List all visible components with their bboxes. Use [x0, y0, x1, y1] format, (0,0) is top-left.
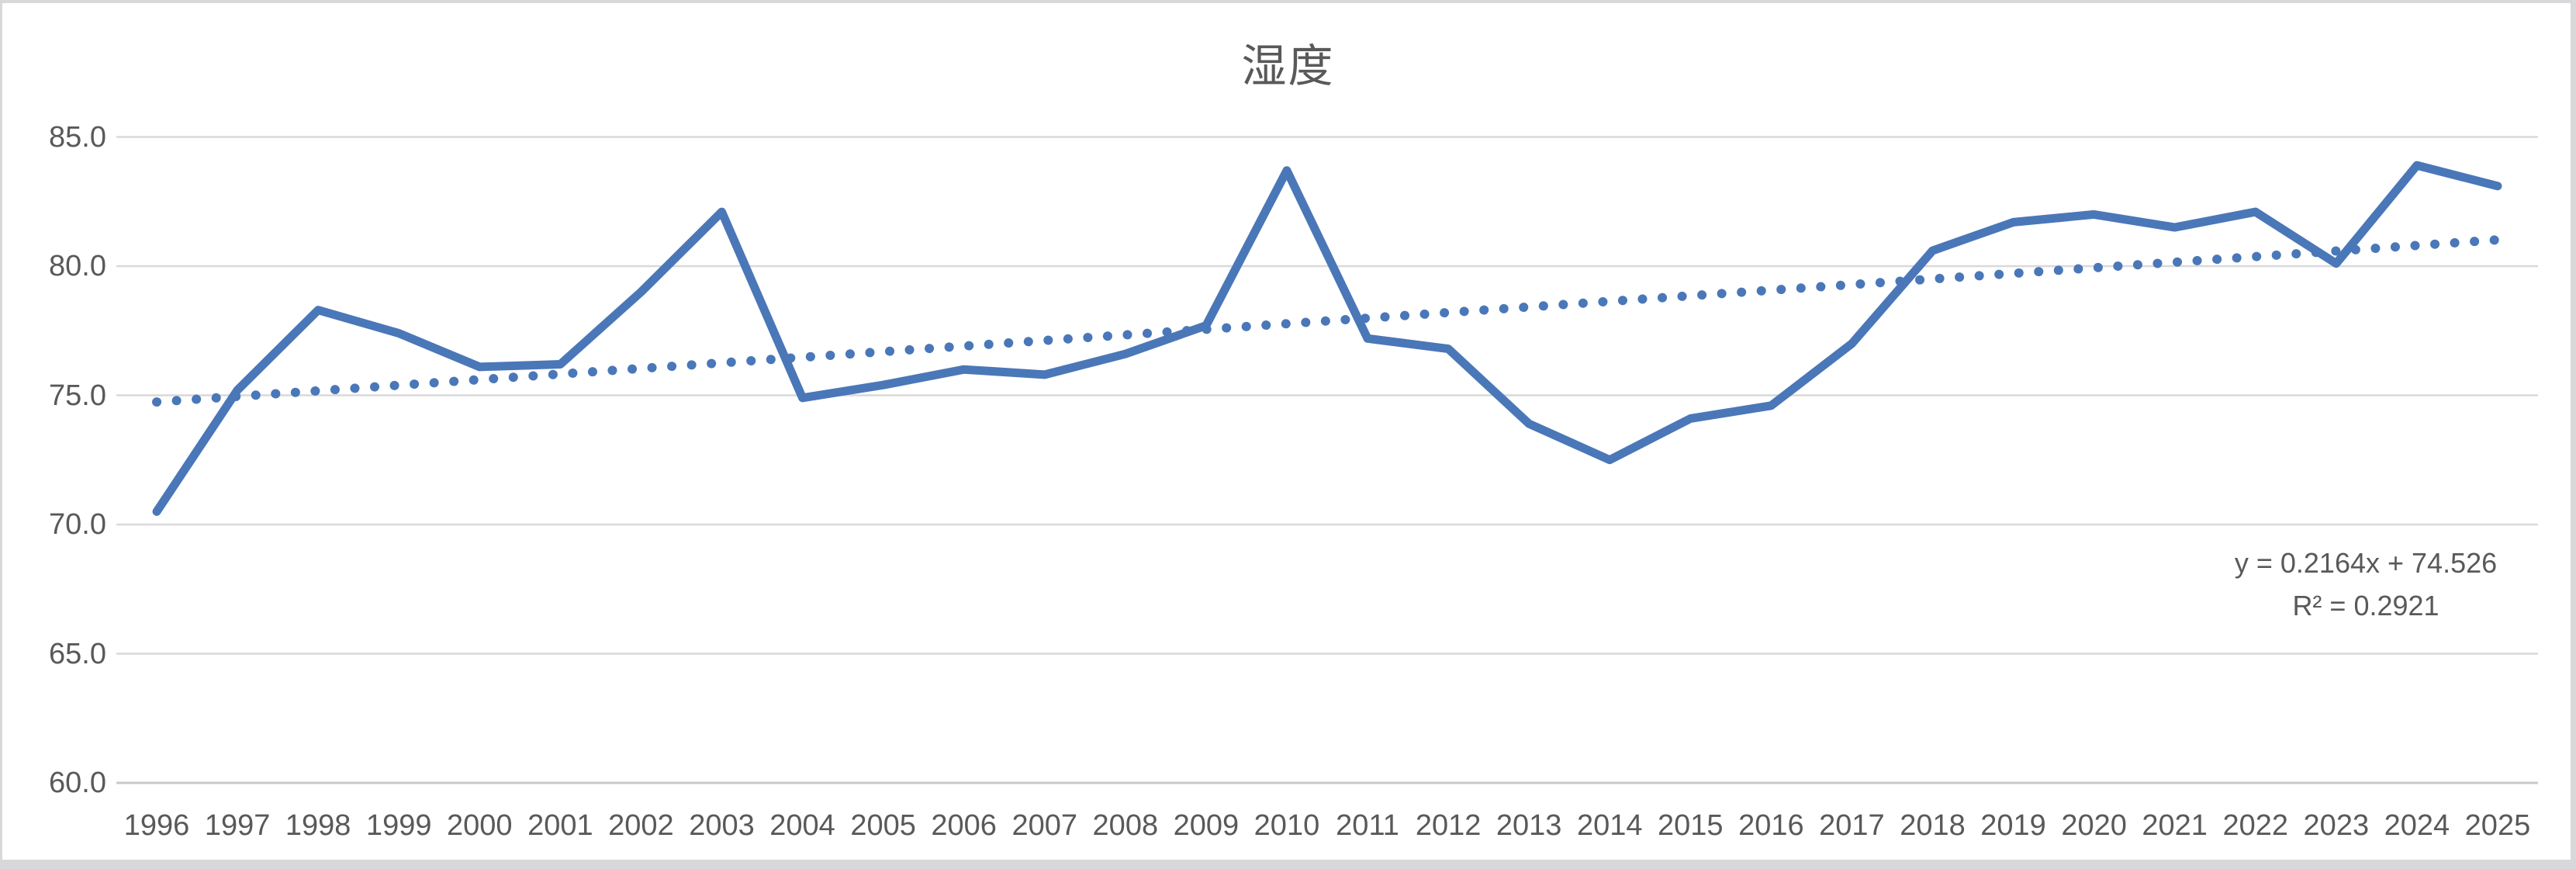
- y-axis-label: 80.0: [49, 250, 106, 282]
- x-axis-label: 2016: [1738, 809, 1804, 842]
- x-axis-label: 2012: [1415, 809, 1482, 842]
- x-axis-label: 2014: [1576, 809, 1643, 842]
- x-axis-label: 1997: [204, 809, 271, 842]
- x-axis-label: 2025: [2464, 809, 2531, 842]
- x-axis-label: 2019: [1980, 809, 2046, 842]
- x-axis-label: 2013: [1495, 809, 1562, 842]
- x-axis-label: 2003: [689, 809, 755, 842]
- x-axis-label: 2017: [1819, 809, 1885, 842]
- x-axis-label: 1998: [285, 809, 351, 842]
- y-axis-label: 75.0: [49, 379, 106, 412]
- y-axis-label: 85.0: [49, 120, 106, 154]
- x-axis-label: 1999: [365, 809, 432, 842]
- x-axis-label: 2000: [447, 809, 513, 842]
- x-axis-label: 2011: [1336, 809, 1399, 842]
- x-axis-label: 2024: [2384, 809, 2450, 842]
- x-axis-label: 2008: [1092, 809, 1159, 842]
- x-axis-label: 2023: [2303, 809, 2370, 842]
- trendline-equation: y = 0.2164x + 74.526 R² = 0.2921: [2218, 542, 2513, 627]
- y-axis-label: 70.0: [49, 508, 106, 541]
- x-axis-label: 2021: [2142, 809, 2208, 842]
- x-axis-label: 2005: [850, 809, 916, 842]
- x-axis-label: 2010: [1253, 809, 1320, 842]
- y-axis-label: 60.0: [49, 767, 106, 799]
- x-axis-label: 2009: [1173, 809, 1240, 842]
- x-axis-label: 2018: [1900, 809, 1966, 842]
- x-axis-label: 2006: [931, 809, 997, 842]
- chart-title: 湿度: [1241, 41, 1335, 92]
- x-axis-label: 2004: [769, 809, 835, 842]
- x-axis-label: 1996: [123, 809, 190, 842]
- y-axis-label: 65.0: [49, 637, 106, 670]
- x-axis-label: 2001: [527, 809, 593, 842]
- x-axis-label: 2015: [1658, 809, 1724, 842]
- x-axis-label: 2002: [608, 809, 674, 842]
- x-axis-label: 2022: [2222, 809, 2289, 842]
- x-axis-label: 2020: [2061, 809, 2127, 842]
- x-axis-label: 2007: [1011, 809, 1078, 842]
- r-squared-line: R² = 0.2921: [2292, 590, 2439, 621]
- trendline-equation-line: y = 0.2164x + 74.526: [2234, 547, 2498, 579]
- chart-area: [2, 3, 2571, 860]
